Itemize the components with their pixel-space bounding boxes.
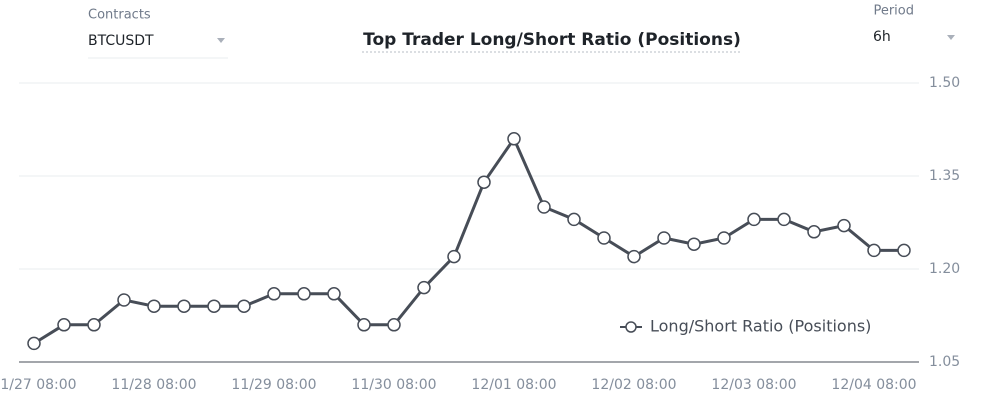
legend-label: Long/Short Ratio (Positions)	[650, 317, 871, 336]
contract-select[interactable]: BTCUSDT	[88, 33, 154, 49]
legend-marker	[625, 321, 637, 333]
point	[57, 318, 71, 332]
point	[87, 318, 101, 332]
point	[147, 299, 161, 313]
x-tick-label: 11/27 08:00	[0, 377, 77, 393]
point	[237, 299, 251, 313]
line	[33, 135, 904, 345]
y-tick-label: 1.20	[929, 261, 960, 277]
point	[567, 212, 581, 227]
y-tick-label: 1.50	[929, 75, 960, 91]
point	[867, 243, 881, 258]
point	[477, 175, 491, 189]
point	[207, 299, 221, 313]
x-tick-label: 12/01 08:00	[471, 377, 556, 393]
point	[897, 243, 911, 258]
x-tick-label: 11/28 08:00	[111, 377, 196, 393]
point	[507, 132, 521, 146]
point	[177, 299, 191, 313]
point	[687, 237, 701, 251]
point	[657, 231, 671, 245]
point	[837, 218, 851, 233]
contracts-label: Contracts	[88, 8, 151, 23]
dropdown-arrow[interactable]	[217, 38, 225, 43]
x-tick-label: 11/29 08:00	[231, 377, 316, 393]
point	[357, 318, 371, 332]
period-select[interactable]: 6h	[873, 29, 891, 45]
y-tick-label: 1.35	[929, 168, 960, 184]
chart-title: Top Trader Long/Short Ratio (Positions)	[363, 30, 741, 50]
point	[807, 225, 821, 239]
point	[597, 231, 611, 245]
dropdown-arrow[interactable]	[947, 35, 955, 40]
x-tick-label: 12/03 08:00	[711, 377, 796, 393]
x-tick-label: 11/30 08:00	[351, 377, 436, 393]
point	[417, 280, 431, 295]
point	[297, 287, 311, 301]
point	[777, 212, 791, 227]
point	[447, 249, 461, 264]
point	[717, 231, 731, 245]
point	[327, 287, 341, 301]
point	[27, 336, 41, 351]
period-label: Period	[873, 4, 914, 19]
point	[747, 212, 761, 227]
y-tick-label: 1.05	[929, 354, 960, 370]
x-tick-label: 12/04 08:00	[831, 377, 916, 393]
point	[627, 249, 641, 264]
point	[267, 287, 281, 301]
point	[387, 318, 401, 332]
x-tick-label: 12/02 08:00	[591, 377, 676, 393]
point	[117, 293, 131, 307]
point	[537, 200, 551, 214]
